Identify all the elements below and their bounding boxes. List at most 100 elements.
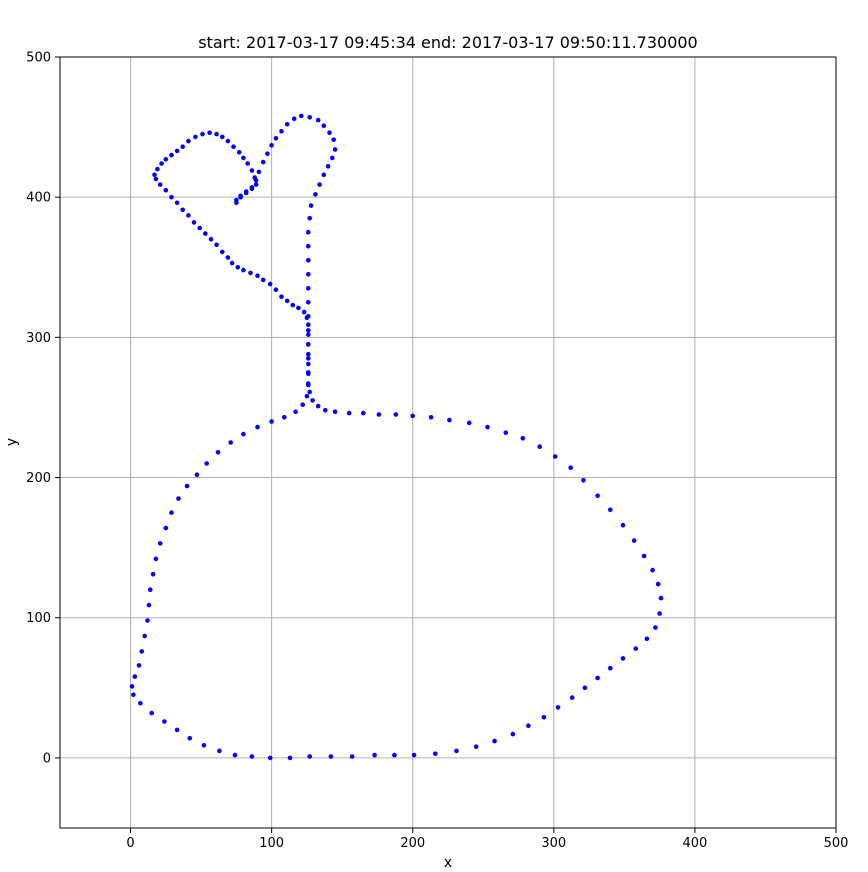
data-point [306, 314, 311, 319]
data-point [306, 229, 311, 235]
data-point [620, 522, 626, 528]
data-point [152, 172, 157, 178]
data-point [582, 685, 588, 691]
data-point [180, 144, 185, 149]
data-point [241, 155, 246, 161]
data-point [169, 510, 174, 515]
data-point [301, 309, 307, 315]
data-point [454, 748, 459, 754]
data-point [163, 157, 169, 162]
data-point [146, 602, 152, 608]
data-point [306, 272, 311, 277]
data-point [291, 116, 297, 121]
data-point [608, 507, 613, 513]
data-point [633, 646, 638, 651]
y-tick-label: 200 [26, 471, 51, 486]
data-point [142, 633, 147, 639]
data-point [569, 695, 575, 700]
x-tick-label: 300 [541, 836, 566, 851]
data-point [174, 200, 180, 206]
y-tick-label: 300 [26, 331, 51, 346]
data-point [372, 752, 377, 758]
data-point [658, 595, 664, 601]
data-point [332, 147, 338, 152]
data-point [306, 322, 311, 328]
data-point [537, 444, 542, 450]
data-point [255, 273, 260, 279]
data-point [174, 148, 180, 154]
data-point [313, 192, 318, 197]
data-point [293, 409, 298, 415]
x-tick-label: 400 [682, 836, 707, 851]
data-point [273, 287, 279, 293]
data-point [306, 332, 311, 337]
data-point [447, 417, 452, 423]
x-tick-label: 100 [259, 836, 284, 851]
y-tick-label: 500 [26, 51, 51, 66]
data-point [555, 705, 561, 710]
data-point [169, 152, 174, 158]
data-point [267, 281, 273, 287]
data-point [331, 137, 337, 142]
data-point [193, 134, 198, 140]
data-point [184, 483, 190, 489]
data-point [186, 213, 191, 218]
data-point [197, 225, 202, 231]
data-point [411, 752, 417, 758]
data-point [241, 267, 246, 273]
data-point [220, 249, 225, 255]
data-point [243, 189, 249, 194]
data-point [620, 656, 626, 661]
grid [60, 56, 837, 828]
data-point [162, 719, 167, 724]
data-point [265, 151, 270, 156]
data-point [155, 166, 160, 172]
data-point [191, 220, 197, 225]
data-point [655, 581, 661, 587]
data-point [299, 113, 304, 119]
data-point [466, 420, 472, 426]
data-point [392, 752, 397, 758]
data-point [150, 572, 156, 577]
data-point [306, 356, 311, 361]
data-point [653, 625, 658, 630]
data-point [149, 710, 154, 716]
data-point [235, 265, 241, 270]
data-point [296, 305, 301, 311]
data-point [253, 182, 259, 187]
data-point [290, 302, 296, 308]
data-point [608, 665, 613, 671]
data-point [641, 553, 647, 559]
data-point [485, 424, 490, 430]
data-point [139, 649, 145, 654]
data-point [245, 161, 250, 166]
data-point [255, 424, 260, 430]
x-tick-label: 500 [824, 836, 849, 851]
data-point [307, 754, 313, 759]
data-point [492, 738, 497, 744]
data-point [284, 298, 290, 304]
data-point [238, 193, 243, 199]
x-tick-label: 200 [400, 836, 425, 851]
data-point [269, 419, 274, 424]
data-point [306, 243, 311, 249]
data-point [249, 168, 255, 173]
data-point [349, 754, 355, 759]
data-point [328, 754, 334, 759]
data-point [203, 231, 208, 236]
data-point [304, 393, 310, 399]
data-point [232, 752, 238, 758]
data-point [253, 178, 259, 183]
data-point [186, 138, 191, 144]
y-tick-label: 0 [43, 751, 51, 766]
data-point [256, 169, 262, 175]
data-point [332, 409, 338, 415]
data-point [315, 117, 321, 123]
data-point [428, 415, 434, 420]
data-point [595, 493, 600, 499]
data-point [327, 130, 332, 135]
data-point [317, 182, 322, 187]
data-point [148, 587, 153, 592]
data-point [163, 525, 169, 531]
data-point [249, 754, 255, 759]
